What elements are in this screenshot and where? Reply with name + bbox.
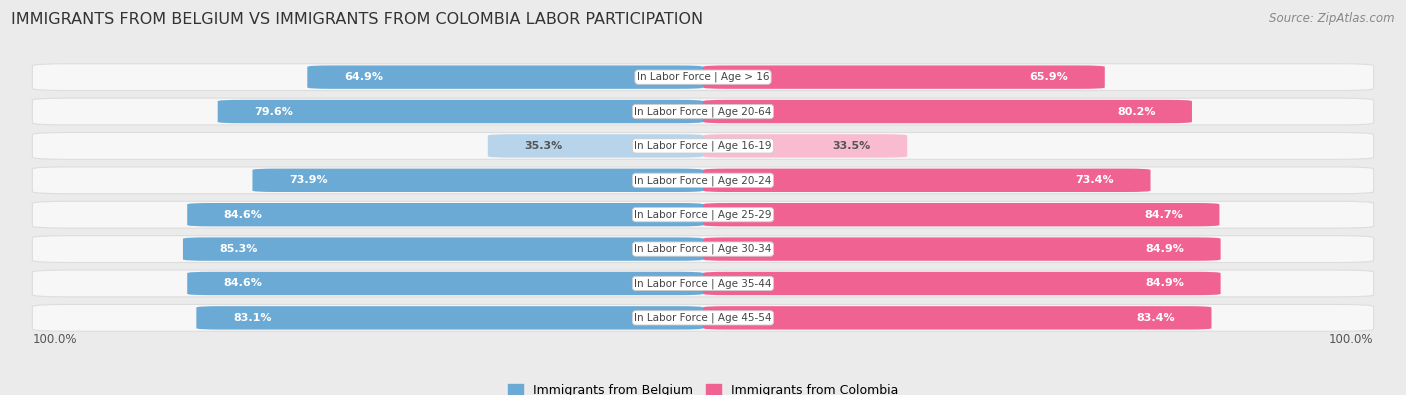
Text: In Labor Force | Age 25-29: In Labor Force | Age 25-29 [634,209,772,220]
FancyBboxPatch shape [703,66,1105,89]
Text: IMMIGRANTS FROM BELGIUM VS IMMIGRANTS FROM COLOMBIA LABOR PARTICIPATION: IMMIGRANTS FROM BELGIUM VS IMMIGRANTS FR… [11,12,703,27]
FancyBboxPatch shape [703,306,1212,329]
FancyBboxPatch shape [183,237,703,261]
Text: In Labor Force | Age 30-34: In Labor Force | Age 30-34 [634,244,772,254]
FancyBboxPatch shape [703,272,1220,295]
Text: 33.5%: 33.5% [832,141,870,151]
Text: In Labor Force | Age 20-24: In Labor Force | Age 20-24 [634,175,772,186]
FancyBboxPatch shape [703,169,1150,192]
Text: 80.2%: 80.2% [1116,107,1156,117]
Text: 79.6%: 79.6% [254,107,292,117]
FancyBboxPatch shape [32,98,1374,125]
FancyBboxPatch shape [32,236,1374,263]
Text: 73.4%: 73.4% [1076,175,1114,185]
Text: 100.0%: 100.0% [1329,333,1374,346]
Text: 65.9%: 65.9% [1029,72,1069,82]
Text: 83.1%: 83.1% [233,313,271,323]
Text: 84.6%: 84.6% [224,210,263,220]
Text: Source: ZipAtlas.com: Source: ZipAtlas.com [1270,12,1395,25]
Text: 84.9%: 84.9% [1144,244,1184,254]
FancyBboxPatch shape [32,132,1374,159]
FancyBboxPatch shape [187,203,703,226]
Text: 83.4%: 83.4% [1136,313,1175,323]
Text: 100.0%: 100.0% [32,333,77,346]
FancyBboxPatch shape [197,306,703,329]
Text: 84.9%: 84.9% [1144,278,1184,288]
FancyBboxPatch shape [32,305,1374,331]
FancyBboxPatch shape [32,64,1374,90]
Text: 35.3%: 35.3% [524,141,562,151]
FancyBboxPatch shape [703,100,1192,123]
Text: 85.3%: 85.3% [219,244,257,254]
Legend: Immigrants from Belgium, Immigrants from Colombia: Immigrants from Belgium, Immigrants from… [503,379,903,395]
Text: 84.6%: 84.6% [224,278,263,288]
Text: In Labor Force | Age 45-54: In Labor Force | Age 45-54 [634,312,772,323]
FancyBboxPatch shape [32,201,1374,228]
FancyBboxPatch shape [308,66,703,89]
Text: In Labor Force | Age 35-44: In Labor Force | Age 35-44 [634,278,772,289]
FancyBboxPatch shape [187,272,703,295]
Text: 64.9%: 64.9% [344,72,382,82]
Text: In Labor Force | Age 20-64: In Labor Force | Age 20-64 [634,106,772,117]
Text: In Labor Force | Age 16-19: In Labor Force | Age 16-19 [634,141,772,151]
FancyBboxPatch shape [32,167,1374,194]
FancyBboxPatch shape [253,169,703,192]
FancyBboxPatch shape [703,134,907,158]
FancyBboxPatch shape [488,134,703,158]
Text: 84.7%: 84.7% [1144,210,1182,220]
FancyBboxPatch shape [703,237,1220,261]
Text: 73.9%: 73.9% [290,175,328,185]
FancyBboxPatch shape [218,100,703,123]
Text: In Labor Force | Age > 16: In Labor Force | Age > 16 [637,72,769,83]
FancyBboxPatch shape [703,203,1219,226]
FancyBboxPatch shape [32,270,1374,297]
